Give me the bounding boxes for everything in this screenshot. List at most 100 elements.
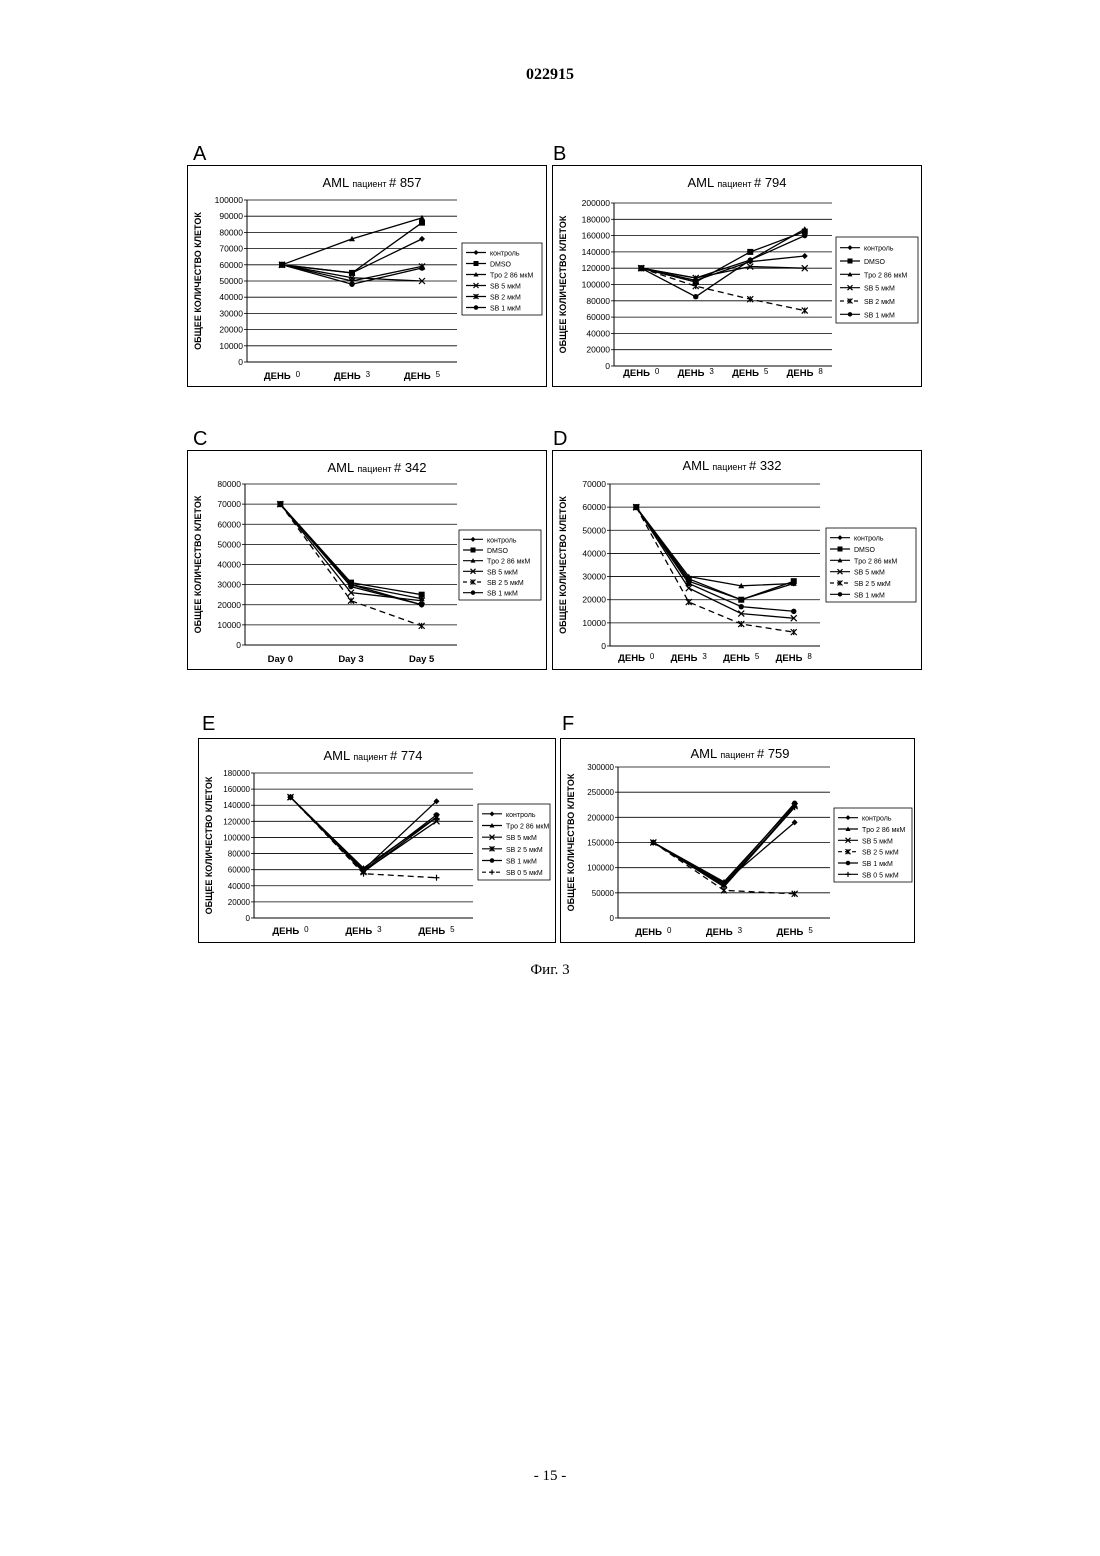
pe-y-tick-label: 160000 (223, 785, 250, 794)
pe-y-tick-label: 60000 (228, 866, 251, 875)
pb-y-tick-label: 140000 (582, 247, 611, 257)
chart-panel-a: AML пациент # 85701000020000300004000050… (187, 165, 547, 387)
pf-legend-label-2: Tpo 2 86 мкМ (862, 827, 905, 834)
pc-data-point-s6-1 (278, 501, 283, 506)
pd-y-tick-label: 40000 (582, 548, 606, 558)
pd-y-tick-label: 30000 (582, 572, 606, 582)
pe-legend-label-4: SB 2 5 мкМ (506, 847, 543, 854)
pc-legend-marker-6 (471, 590, 476, 595)
pe-y-tick-label: 80000 (228, 850, 251, 859)
pe-legend-label-6: SB 0 5 мкМ (506, 870, 543, 877)
pe-legend: контроль Tpo 2 86 мкМ SB 5 мкМ SB 2 5 мкМ SB… (478, 804, 550, 880)
pf-legend-label-5: SB 1 мкМ (862, 861, 893, 868)
pe-legend-label-3: SB 5 мкМ (506, 835, 537, 842)
pb-legend-marker-2 (848, 259, 853, 264)
pe-y-tick-label: 20000 (228, 898, 251, 907)
pe-y-tick-label: 0 (246, 914, 251, 923)
pd-y-tick-label: 70000 (582, 479, 606, 489)
pb-y-tick-label: 0 (605, 361, 610, 371)
pa-y-tick-label: 20000 (219, 325, 243, 335)
pd-y-tick-label: 60000 (582, 502, 606, 512)
pc-data-point-s6-3 (419, 602, 424, 607)
pa-y-tick-label: 70000 (219, 244, 243, 254)
pd-legend-label-2: DMSO (854, 547, 876, 554)
pa-data-point-s6-2 (349, 282, 354, 287)
pa-legend-label-3: Tpo 2 86 мкМ (490, 273, 533, 280)
pd-legend: контрольDMSOTpo 2 86 мкМSB 5 мкМSB 2 5 м… (826, 528, 916, 602)
pc-legend-label-6: SB 1 мкМ (487, 591, 518, 598)
pf-y-tick-label: 250000 (587, 788, 614, 797)
pc-y-tick-label: 10000 (217, 620, 241, 630)
panel-letter-e: E (202, 713, 215, 736)
pb-y-tick-label: 80000 (586, 296, 610, 306)
pb-data-point-s6-4 (802, 233, 807, 238)
pa-data-point-s6-3 (419, 265, 424, 270)
pc-legend: контрольDMSOTpo 2 86 мкМSB 5 мкМSB 2 5 м… (459, 530, 541, 600)
pe-y-tick-label: 140000 (223, 801, 250, 810)
pd-y-axis-label: ОБЩЕЕ КОЛИЧЕСТВО КЛЕТОК (558, 496, 568, 634)
pe-y-axis-label: ОБЩЕЕ КОЛИЧЕСТВО КЛЕТОК (204, 776, 214, 914)
pc-y-tick-label: 30000 (217, 580, 241, 590)
pc-x-tick-label: Day 3 (338, 654, 363, 665)
pd-legend-marker-2 (838, 547, 843, 552)
pb-y-tick-label: 200000 (582, 198, 611, 208)
pb-legend-label-2: DMSO (864, 259, 886, 266)
pe-legend-label-1: контроль (506, 812, 536, 819)
chart-panel-d: AML пациент # 33201000020000300004000050… (552, 450, 922, 670)
pd-data-point-s6-1 (634, 504, 639, 509)
pd-y-tick-label: 20000 (582, 595, 606, 605)
pb-legend-label-5: SB 2 мкМ (864, 299, 895, 306)
pc-y-tick-label: 80000 (217, 479, 241, 489)
pf-y-tick-label: 50000 (592, 889, 615, 898)
pc-legend-label-3: Tpo 2 86 мкМ (487, 559, 530, 566)
pa-legend-marker-2 (474, 261, 479, 266)
pc-legend-label-5: SB 2 5 мкМ (487, 580, 524, 587)
pc-x-tick-label: Day 5 (409, 654, 435, 665)
pf-y-tick-label: 100000 (587, 864, 614, 873)
pa-legend-label-1: контроль (490, 251, 520, 258)
pc-y-tick-label: 40000 (217, 560, 241, 570)
pc-y-tick-label: 20000 (217, 600, 241, 610)
pb-data-point-s6-1 (639, 266, 644, 271)
pa-legend-marker-6 (474, 305, 479, 310)
patent-number-header: 022915 (0, 66, 1100, 84)
pe-legend-label-2: Tpo 2 86 мкМ (506, 824, 549, 831)
pc-y-tick-label: 50000 (217, 539, 241, 549)
pc-legend-label-1: контроль (487, 537, 517, 544)
pb-data-point-s2-3 (747, 249, 753, 255)
pc-legend-label-4: SB 5 мкМ (487, 569, 518, 576)
pc-x-tick-label: Day 0 (268, 654, 293, 665)
pf-y-tick-label: 300000 (587, 763, 614, 772)
pb-legend: контрольDMSOTpo 2 86 мкМSB 5 мкМSB 2 мкМ… (836, 237, 918, 323)
pf-y-tick-label: 0 (610, 914, 615, 923)
pc-y-axis-label: ОБЩЕЕ КОЛИЧЕСТВО КЛЕТОК (193, 495, 203, 633)
pa-y-tick-label: 80000 (219, 227, 243, 237)
pa-data-point-s2-3 (419, 220, 425, 226)
chart-panel-b: AML пациент # 79402000040000600008000010… (552, 165, 922, 387)
pd-data-point-s2-3 (738, 597, 744, 603)
pe-data-point-s5-3 (434, 812, 439, 817)
pe-y-tick-label: 120000 (223, 817, 250, 826)
pd-legend-label-4: SB 5 мкМ (854, 570, 885, 577)
pb-y-tick-label: 20000 (586, 345, 610, 355)
pa-y-axis-label: ОБЩЕЕ КОЛИЧЕСТВО КЛЕТОК (193, 212, 203, 350)
pb-y-tick-label: 40000 (586, 328, 610, 338)
pe-legend-label-5: SB 1 мкМ (506, 859, 537, 866)
pb-legend-label-6: SB 1 мкМ (864, 312, 895, 319)
pb-y-axis-label: ОБЩЕЕ КОЛИЧЕСТВО КЛЕТОК (558, 215, 568, 353)
pf-legend-marker-5 (846, 861, 851, 866)
pb-y-tick-label: 160000 (582, 231, 611, 241)
pd-legend-label-1: контроль (854, 536, 884, 543)
pa-data-point-s6-1 (279, 262, 284, 267)
pe-y-tick-label: 100000 (223, 833, 250, 842)
pb-data-point-s6-3 (748, 257, 753, 262)
pd-data-point-s6-4 (791, 609, 796, 614)
pc-y-tick-label: 70000 (217, 499, 241, 509)
pa-legend-label-5: SB 2 мкМ (490, 295, 521, 302)
pa-legend-label-4: SB 5 мкМ (490, 284, 521, 291)
pd-legend-marker-6 (838, 592, 843, 597)
pe-y-tick-label: 180000 (223, 769, 250, 778)
pb-legend-label-3: Tpo 2 86 мкМ (864, 272, 907, 279)
pf-legend-label-1: контроль (862, 816, 892, 823)
pd-legend-label-6: SB 1 мкМ (854, 592, 885, 599)
